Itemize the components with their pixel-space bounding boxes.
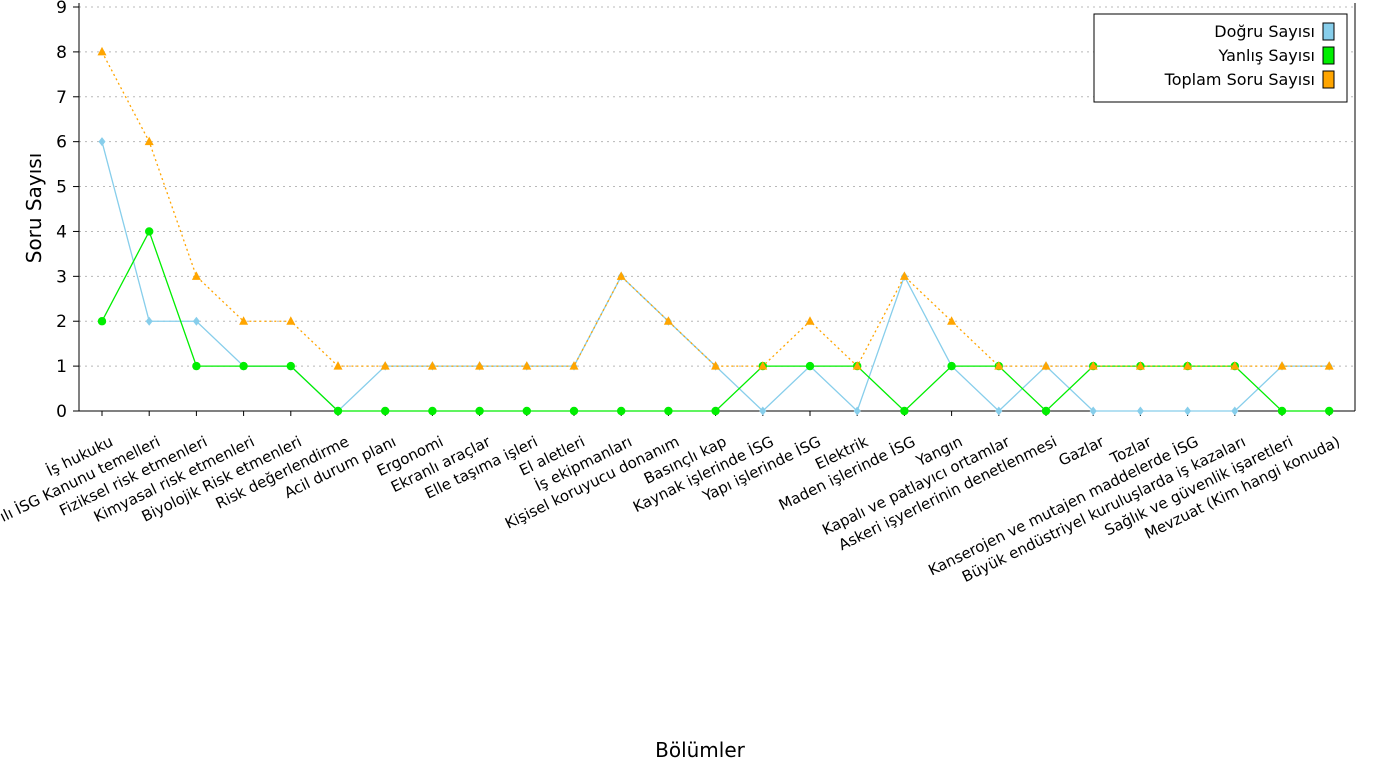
data-point: [711, 361, 721, 370]
data-point: [569, 406, 579, 416]
data-point: [664, 406, 673, 416]
y-tick-label: 0: [56, 402, 67, 422]
y-tick-label: 1: [56, 357, 67, 377]
data-point: [899, 271, 909, 280]
data-point: [97, 46, 107, 56]
data-point: [1230, 361, 1240, 370]
data-point: [333, 361, 343, 370]
data-point: [381, 406, 390, 416]
y-tick-label: 3: [56, 267, 67, 287]
data-point: [1184, 406, 1192, 416]
data-point: [758, 361, 768, 370]
y-axis: 0 1 2 3 4 5 6 7 8 9: [56, 0, 80, 422]
legend-label: Toplam Soru Sayısı: [1164, 70, 1315, 89]
data-point: [1089, 406, 1097, 416]
data-point: [1088, 361, 1098, 370]
data-point: [192, 361, 201, 371]
legend: Doğru Sayısı Yanlış Sayısı Toplam Soru Say…: [1093, 13, 1348, 103]
y-tick-label: 9: [56, 0, 67, 18]
data-point: [144, 136, 154, 146]
legend-swatch: [1322, 22, 1335, 41]
data-point: [475, 406, 484, 416]
data-point: [239, 361, 248, 371]
data-point: [145, 316, 153, 326]
data-point: [805, 316, 815, 325]
legend-box: [1093, 13, 1348, 103]
data-point: [191, 271, 201, 280]
data-point: [427, 361, 437, 370]
data-point: [711, 406, 720, 416]
data-point: [333, 406, 343, 416]
y-tick-label: 6: [56, 133, 67, 153]
y-tick-label: 4: [56, 222, 67, 242]
data-point: [616, 271, 626, 280]
data-point: [853, 406, 861, 416]
data-point: [97, 317, 107, 326]
y-tick-label: 8: [56, 43, 67, 63]
data-point: [475, 361, 485, 370]
data-point: [759, 406, 767, 416]
data-point: [380, 361, 390, 370]
data-point: [1325, 406, 1334, 416]
data-point: [569, 361, 579, 370]
data-point: [145, 227, 154, 236]
series-layer: [97, 46, 1334, 416]
data-point: [522, 361, 532, 370]
data-point: [192, 316, 200, 326]
x-axis-title: Bölümler: [655, 738, 746, 762]
data-point: [617, 406, 626, 416]
data-point: [286, 361, 295, 371]
y-tick-label: 2: [56, 312, 67, 332]
data-point: [286, 316, 296, 325]
data-point: [663, 316, 673, 325]
legend-label: Doğru Sayısı: [1214, 22, 1315, 41]
data-point: [805, 361, 815, 371]
legend-swatch: [1322, 70, 1335, 89]
data-point: [947, 361, 956, 371]
data-point: [1041, 361, 1051, 370]
data-point: [1135, 361, 1145, 370]
data-point: [1277, 406, 1287, 416]
data-point: [1041, 406, 1051, 416]
data-point: [1183, 361, 1193, 370]
legend-label: Yanlış Sayısı: [1218, 46, 1315, 65]
data-point: [1324, 361, 1334, 370]
y-axis-title: Soru Sayısı: [22, 153, 46, 264]
data-point: [98, 137, 106, 147]
data-point: [900, 406, 909, 416]
data-point: [852, 361, 862, 370]
data-point: [994, 361, 1004, 370]
data-point: [428, 406, 437, 416]
data-point: [947, 316, 957, 325]
data-point: [1277, 361, 1287, 370]
legend-swatch: [1322, 46, 1335, 65]
data-point: [239, 316, 249, 325]
y-tick-label: 5: [56, 178, 67, 198]
data-point: [1231, 406, 1239, 416]
data-point: [995, 406, 1003, 416]
data-point: [1136, 406, 1144, 416]
data-point: [522, 406, 531, 416]
y-tick-label: 7: [56, 88, 67, 108]
x-tick-label: Gazlar: [1056, 432, 1108, 470]
